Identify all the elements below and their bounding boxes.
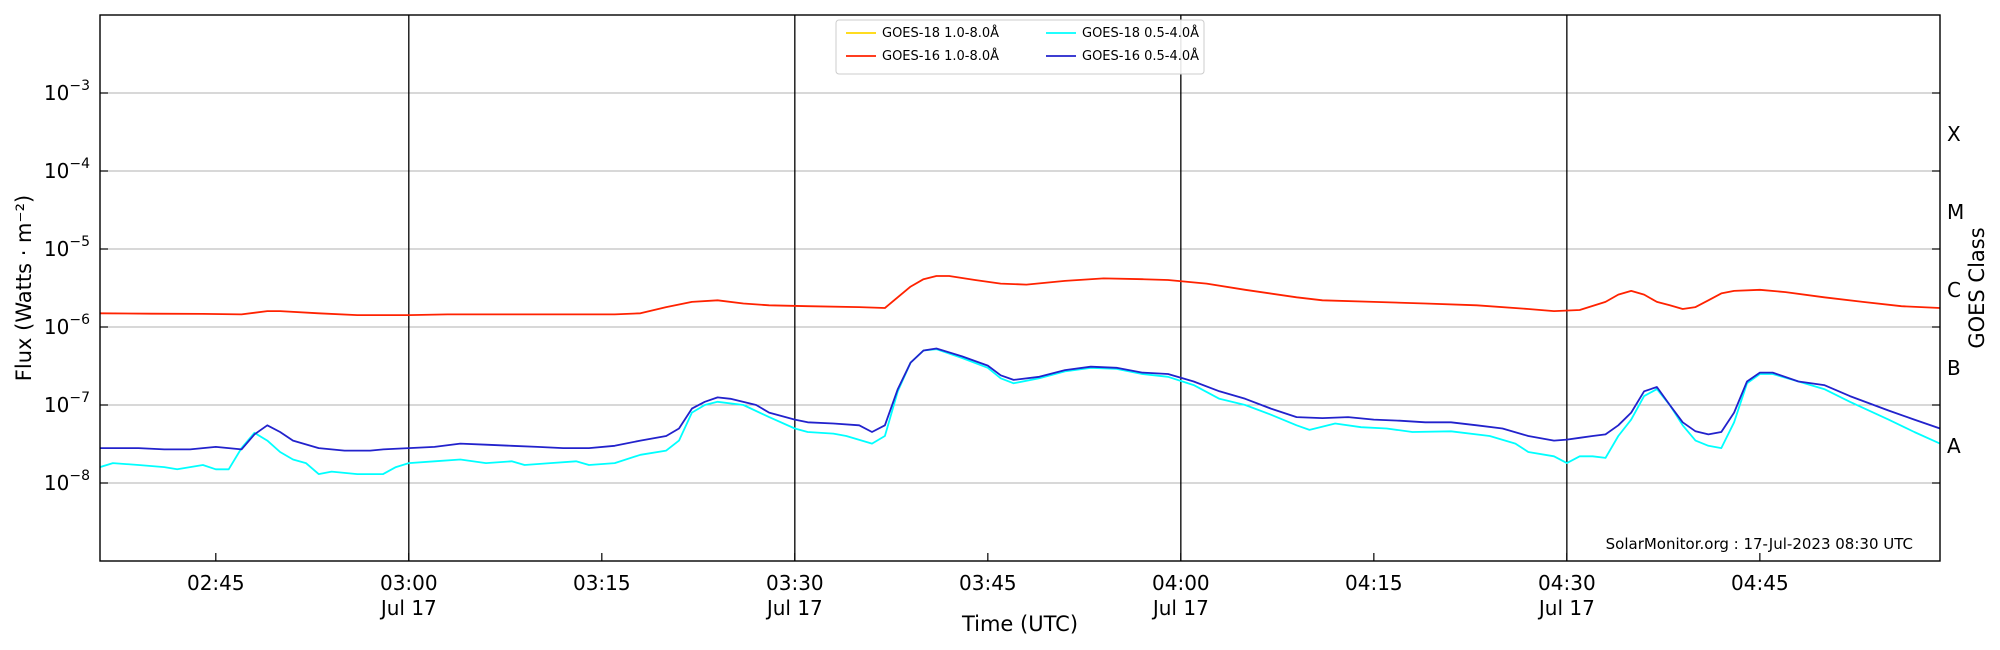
legend-label-1: GOES-16 1.0-8.0Å [882, 48, 999, 64]
plot-frame [99, 14, 1941, 562]
x-tick-date-label: Jul 17 [379, 596, 437, 620]
series-line-2 [100, 348, 1940, 475]
series-line-3 [100, 347, 1940, 452]
x-tick-label: 04:00 [1152, 571, 1210, 595]
goes-class-c: C [1947, 278, 1961, 302]
right-axis-title: GOES Class [1965, 227, 1989, 348]
x-tick-date-label: Jul 17 [1537, 596, 1595, 620]
legend-label-2: GOES-18 0.5-4.0Å [1082, 25, 1199, 41]
y-tick-labels: 10−8 10−7 10−6 10−5 10−4 10−3 [44, 78, 90, 495]
y-axis-title: Flux (Watts · m⁻²) [12, 195, 36, 381]
x-tick-label: 02:45 [187, 571, 245, 595]
legend-label-3: GOES-16 0.5-4.0Å [1082, 48, 1199, 64]
x-tick-date-label: Jul 17 [1151, 596, 1209, 620]
legend-box [835, 19, 1205, 75]
x-tick-label: 04:45 [1731, 571, 1789, 595]
x-tick-date-label: Jul 17 [765, 596, 823, 620]
y-tick-label: 10−4 [44, 156, 90, 183]
goes-class-b: B [1947, 356, 1961, 380]
x-tick-label: 03:30 [766, 571, 824, 595]
series-line-1 [100, 275, 1940, 316]
axis-ticks [100, 92, 1940, 561]
source-annotation: SolarMonitor.org : 17-Jul-2023 08:30 UTC [1606, 535, 1913, 553]
y-tick-label: 10−3 [44, 78, 90, 105]
legend: GOES-18 1.0-8.0Å GOES-16 1.0-8.0Å GOES-18 … [835, 19, 1205, 75]
series-lines [100, 275, 1940, 475]
x-tick-label: 03:45 [959, 571, 1017, 595]
x-tick-label: 03:15 [573, 571, 631, 595]
x-axis-title: Time (UTC) [961, 612, 1078, 636]
y-tick-label: 10−6 [44, 312, 90, 339]
x-tick-label: 04:30 [1538, 571, 1596, 595]
grid-lines [100, 92, 1940, 484]
legend-label-0: GOES-18 1.0-8.0Å [882, 25, 999, 41]
x-tick-label: 03:00 [380, 571, 438, 595]
y-tick-label: 10−7 [44, 390, 90, 417]
goes-class-m: M [1947, 200, 1964, 224]
goes-class-labels: A B C M X [1947, 122, 1964, 458]
y-tick-label: 10−5 [44, 234, 90, 261]
goes-class-x: X [1947, 122, 1961, 146]
goes-class-a: A [1947, 434, 1961, 458]
day-marker-lines [408, 15, 1568, 561]
x-tick-label: 04:15 [1345, 571, 1403, 595]
y-tick-label: 10−8 [44, 468, 90, 495]
